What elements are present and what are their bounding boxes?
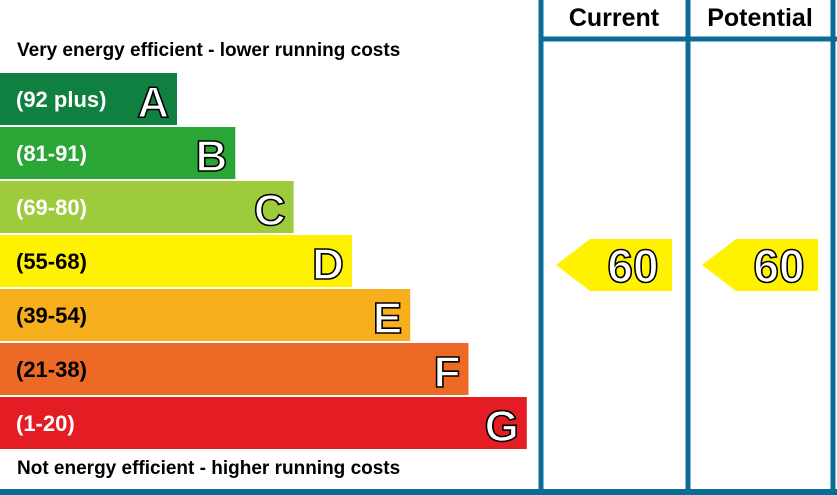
inefficient-caption: Not energy efficient - higher running co… <box>17 458 400 479</box>
band-bar-f <box>0 343 469 395</box>
band-range-e: (39-54) <box>16 303 87 328</box>
potential-rating-arrow: 60 <box>702 239 818 293</box>
current-column-header: Current <box>569 4 660 32</box>
efficient-caption: Very energy efficient - lower running co… <box>17 40 400 61</box>
band-bar-a <box>0 73 177 125</box>
band-a: (92 plus) A <box>0 73 177 128</box>
potential-rating-arrow-shape <box>702 239 818 291</box>
rating-bands: (92 plus) A(81-91) B(69-80) C(55-68) D(39-54… <box>0 73 527 452</box>
band-range-c: (69-80) <box>16 195 87 220</box>
band-range-a: (92 plus) <box>16 87 106 112</box>
band-letter-a: A <box>137 78 169 127</box>
current-rating-arrow-shape <box>556 239 672 291</box>
band-f: (21-38) F <box>0 343 469 398</box>
band-bar-d <box>0 235 352 287</box>
band-b: (81-91) B <box>0 127 236 182</box>
band-range-f: (21-38) <box>16 357 87 382</box>
band-range-b: (81-91) <box>16 141 87 166</box>
band-letter-f: F <box>434 348 461 397</box>
band-letter-g: G <box>485 402 519 451</box>
band-letter-e: E <box>373 294 402 343</box>
band-bar-c <box>0 181 294 233</box>
band-bar-g <box>0 397 527 449</box>
potential-column-header: Potential <box>707 4 813 32</box>
potential-rating-arrow-value: 60 <box>753 240 804 292</box>
band-g: (1-20) G <box>0 397 527 452</box>
current-rating-arrow-value: 60 <box>607 240 658 292</box>
band-range-g: (1-20) <box>16 411 75 436</box>
band-bar-b <box>0 127 236 179</box>
band-d: (55-68) D <box>0 235 352 290</box>
band-bar-e <box>0 289 411 341</box>
band-letter-d: D <box>312 240 344 289</box>
band-c: (69-80) C <box>0 181 294 236</box>
band-letter-c: C <box>254 186 286 235</box>
current-rating-arrow: 60 <box>556 239 672 293</box>
band-letter-b: B <box>196 132 228 181</box>
band-range-d: (55-68) <box>16 249 87 274</box>
band-e: (39-54) E <box>0 289 411 344</box>
rating-arrows: 60 60 <box>556 239 818 293</box>
